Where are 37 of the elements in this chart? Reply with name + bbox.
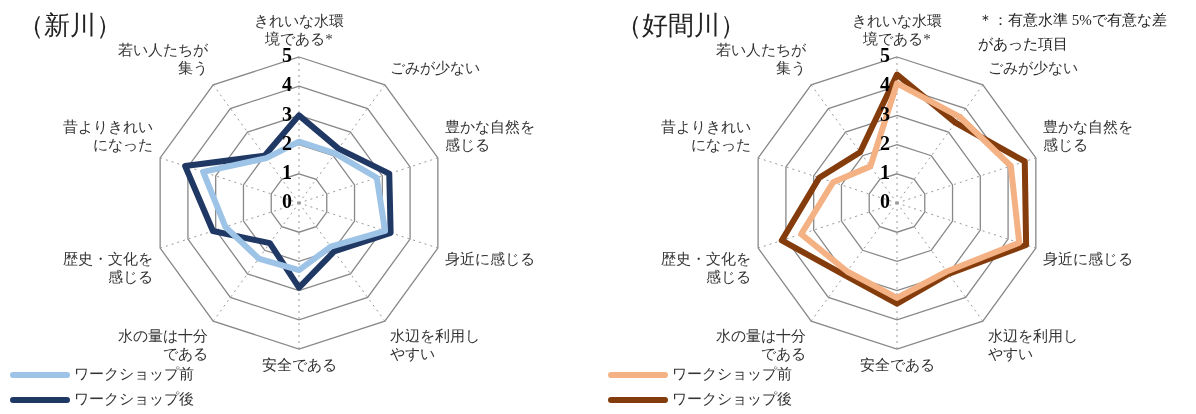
- spoke-label: 安全である: [859, 356, 935, 373]
- spoke-label: きれいな水環境である*: [852, 12, 942, 47]
- legend-label: ワークショップ前: [74, 365, 194, 384]
- spoke-label: 若い人たちが集う: [716, 42, 808, 77]
- y-tick-label: 2: [880, 131, 890, 154]
- y-tick-label: 4: [282, 73, 292, 96]
- spoke-label: 歴史・文化を感じる: [62, 250, 153, 285]
- text: ＊：有意水準 5%で有意な差があった項目: [978, 11, 1168, 54]
- spoke-label: 若い人たちが集う: [118, 42, 210, 77]
- chart-title: （好間川）: [616, 10, 746, 42]
- spoke-label: 水辺を利用しやすい: [987, 327, 1078, 362]
- y-tick-label: 1: [282, 160, 292, 183]
- y-tick-label: 3: [282, 102, 292, 125]
- spoke-label: 身近に感じる: [1043, 250, 1134, 267]
- y-tick-label: 2: [282, 131, 292, 154]
- spoke-label: ごみが少ない: [389, 60, 480, 77]
- legend-label: ワークショップ後: [672, 390, 792, 409]
- y-tick-label: 4: [880, 73, 890, 96]
- spoke-label: ごみが少ない: [987, 60, 1078, 77]
- y-tick-label: 1: [880, 160, 890, 183]
- y-tick-label: 3: [880, 102, 890, 125]
- spoke-label: 水辺を利用しやすい: [389, 327, 480, 362]
- spoke-label: 豊かな自然を感じる: [1043, 119, 1134, 154]
- spoke-label: 水の量は十分である: [118, 327, 209, 362]
- spoke-label: きれいな水環境である*: [254, 12, 344, 47]
- spoke-label: 昔よりきれいになった: [62, 119, 153, 154]
- y-tick-label: 0: [282, 190, 292, 213]
- chart-title: （新川）: [18, 10, 122, 42]
- spoke-label: 豊かな自然を感じる: [445, 119, 536, 154]
- y-tick-label: 0: [880, 190, 890, 213]
- spoke-label: 昔よりきれいになった: [660, 119, 751, 154]
- spoke-label: 歴史・文化を感じる: [660, 250, 751, 285]
- legend-label: ワークショップ後: [74, 390, 194, 409]
- legend-label: ワークショップ前: [672, 365, 792, 384]
- spoke-label: 水の量は十分である: [716, 327, 807, 362]
- spoke-label: 身近に感じる: [445, 250, 536, 267]
- spoke-label: 安全である: [261, 356, 337, 373]
